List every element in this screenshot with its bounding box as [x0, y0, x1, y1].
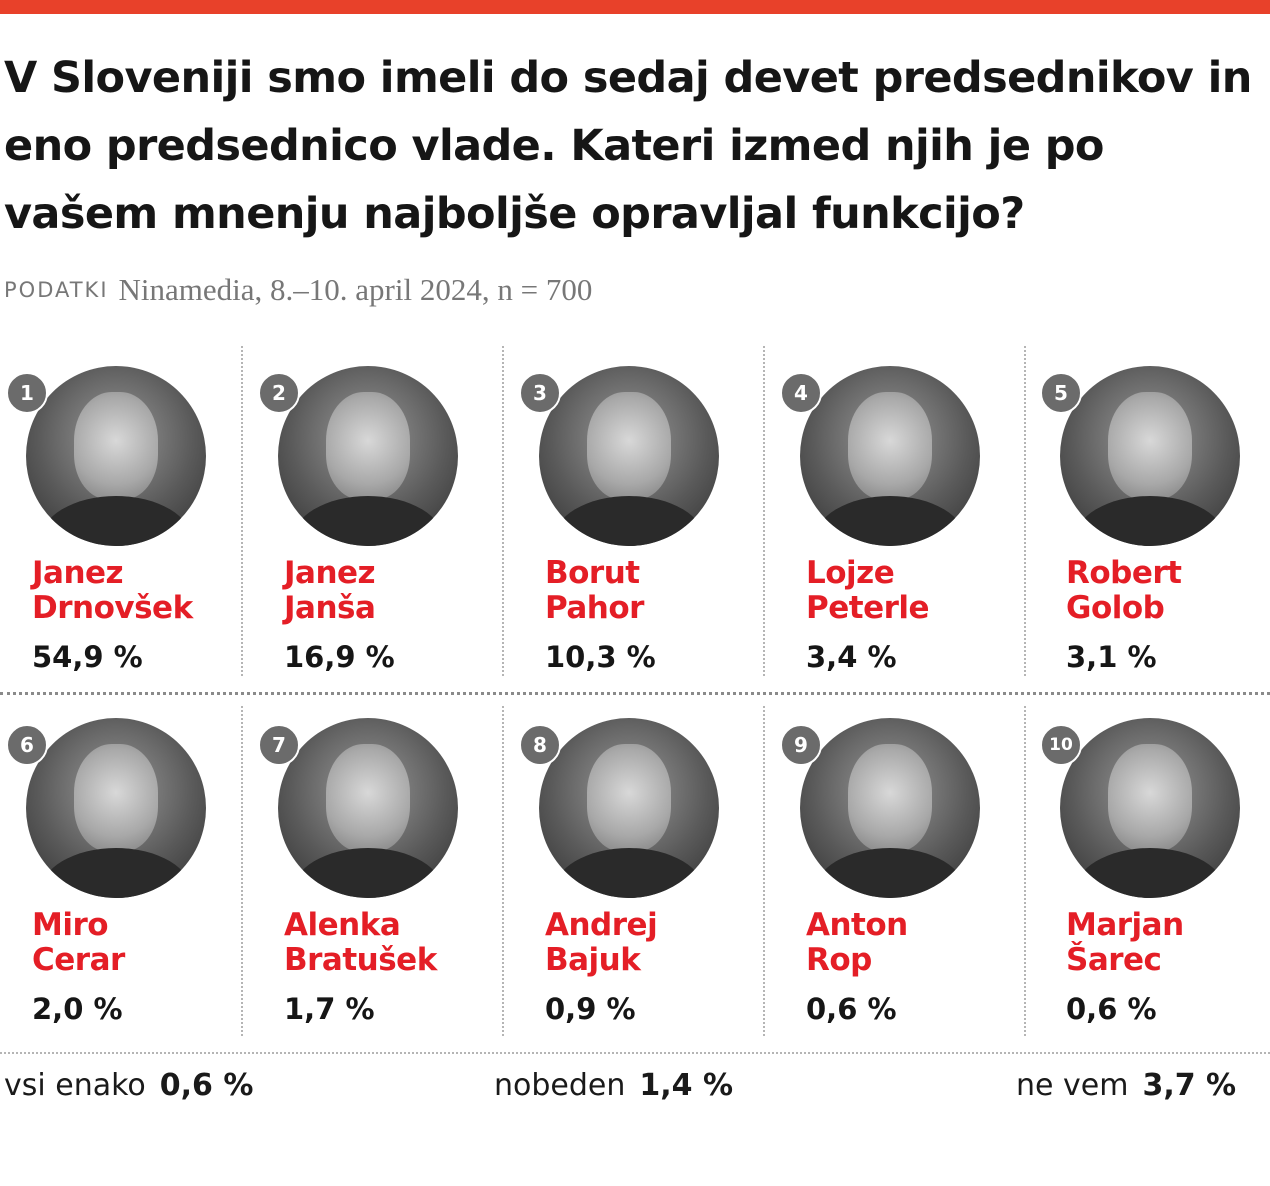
- column-divider: [241, 706, 243, 1036]
- column-divider: [502, 346, 504, 676]
- other-answer: vsi enako 0,6 %: [4, 1068, 253, 1103]
- portrait-photo: [800, 366, 980, 546]
- politician-card: 10 Marjan Šarec 0,6 %: [1040, 718, 1270, 1048]
- value-label: 0,6 %: [806, 992, 897, 1026]
- politician-name: Robert Golob: [1066, 555, 1182, 626]
- page-title: V Sloveniji smo imeli do sedaj devet pre…: [4, 53, 1252, 239]
- value-label: 2,0 %: [32, 992, 123, 1026]
- politician-name: Lojze Peterle: [806, 555, 930, 626]
- portrait-photo: [26, 718, 206, 898]
- source-text: Ninamedia, 8.–10. april 2024, n = 700: [118, 272, 593, 307]
- column-divider: [1024, 346, 1026, 676]
- value-label: 16,9 %: [284, 640, 395, 674]
- politician-name: Janez Janša: [284, 555, 376, 626]
- column-divider: [763, 346, 765, 676]
- source-label: PODATKI: [4, 278, 109, 302]
- portrait-photo: [1060, 366, 1240, 546]
- portrait-photo: [1060, 718, 1240, 898]
- politician-card: 6 Miro Cerar 2,0 %: [6, 718, 236, 1048]
- portrait-photo: [800, 718, 980, 898]
- rank-badge: 3: [519, 372, 561, 414]
- politician-name: Marjan Šarec: [1066, 907, 1184, 978]
- value-label: 10,3 %: [545, 640, 656, 674]
- politician-card: 7 Alenka Bratušek 1,7 %: [258, 718, 488, 1048]
- politician-card: 1 Janez Drnovšek 54,9 %: [6, 366, 236, 696]
- other-label: nobeden: [494, 1068, 626, 1103]
- rank-badge: 7: [258, 724, 300, 766]
- politician-name: Borut Pahor: [545, 555, 644, 626]
- value-label: 3,4 %: [806, 640, 897, 674]
- other-value: 3,7 %: [1142, 1068, 1237, 1103]
- value-label: 0,9 %: [545, 992, 636, 1026]
- politician-name: Janez Drnovšek: [32, 555, 193, 626]
- portrait-photo: [278, 366, 458, 546]
- politician-card: 8 Andrej Bajuk 0,9 %: [519, 718, 749, 1048]
- rank-badge: 8: [519, 724, 561, 766]
- column-divider: [502, 706, 504, 1036]
- source-line: PODATKI Ninamedia, 8.–10. april 2024, n =…: [4, 272, 592, 308]
- portrait-photo: [539, 718, 719, 898]
- politician-card: 2 Janez Janša 16,9 %: [258, 366, 488, 696]
- value-label: 0,6 %: [1066, 992, 1157, 1026]
- rank-badge: 1: [6, 372, 48, 414]
- politician-name: Andrej Bajuk: [545, 907, 658, 978]
- value-label: 3,1 %: [1066, 640, 1157, 674]
- column-divider: [763, 706, 765, 1036]
- footer-divider: [0, 1052, 1270, 1054]
- politician-name: Miro Cerar: [32, 907, 125, 978]
- rank-badge: 9: [780, 724, 822, 766]
- politician-card: 3 Borut Pahor 10,3 %: [519, 366, 749, 696]
- other-value: 0,6 %: [159, 1068, 254, 1103]
- rank-badge: 4: [780, 372, 822, 414]
- rank-badge: 5: [1040, 372, 1082, 414]
- column-divider: [241, 346, 243, 676]
- other-label: ne vem: [1016, 1068, 1129, 1103]
- portrait-photo: [539, 366, 719, 546]
- other-answer: ne vem 3,7 %: [1016, 1068, 1236, 1103]
- politician-card: 4 Lojze Peterle 3,4 %: [780, 366, 1010, 696]
- other-value: 1,4 %: [639, 1068, 734, 1103]
- portrait-photo: [26, 366, 206, 546]
- other-label: vsi enako: [4, 1068, 146, 1103]
- rank-badge: 6: [6, 724, 48, 766]
- column-divider: [1024, 706, 1026, 1036]
- politician-card: 9 Anton Rop 0,6 %: [780, 718, 1010, 1048]
- other-answer: nobeden 1,4 %: [494, 1068, 733, 1103]
- politician-name: Anton Rop: [806, 907, 908, 978]
- portrait-photo: [278, 718, 458, 898]
- rank-badge: 10: [1040, 724, 1082, 766]
- accent-bar: [0, 0, 1270, 14]
- politician-name: Alenka Bratušek: [284, 907, 437, 978]
- rank-badge: 2: [258, 372, 300, 414]
- row-divider: [0, 692, 1270, 695]
- value-label: 54,9 %: [32, 640, 143, 674]
- value-label: 1,7 %: [284, 992, 375, 1026]
- politician-card: 5 Robert Golob 3,1 %: [1040, 366, 1270, 696]
